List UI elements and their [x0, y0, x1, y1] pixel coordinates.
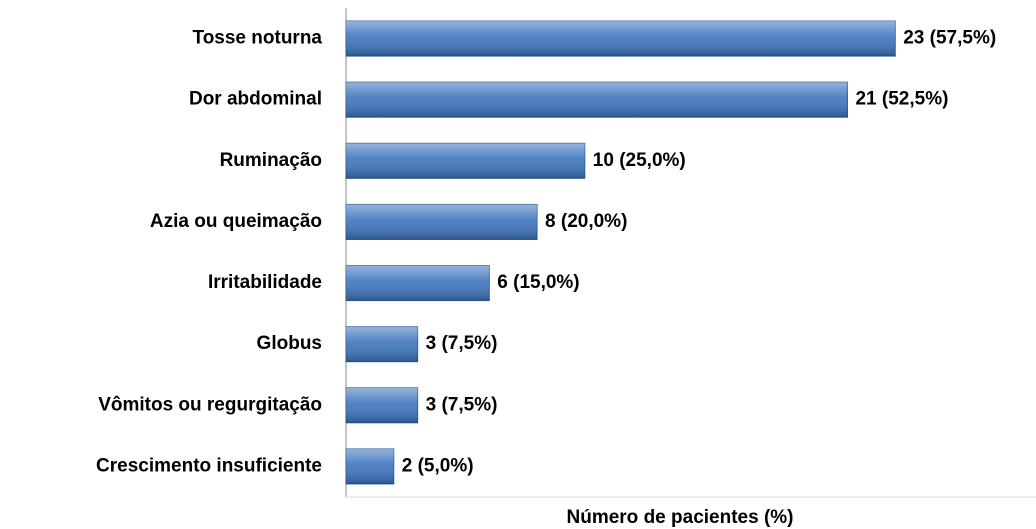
y-tick-label: Irritabilidade — [208, 272, 322, 293]
y-tick-label: Azia ou queimação — [150, 211, 322, 232]
data-label: 2 (5,0%) — [402, 455, 474, 476]
data-label: 21 (52,5%) — [855, 89, 948, 110]
y-tick-label: Tosse noturna — [193, 28, 323, 49]
y-tick-label: Vômitos ou regurgitação — [98, 394, 322, 415]
data-label: 10 (25,0%) — [593, 150, 686, 171]
y-tick-label: Ruminação — [220, 150, 322, 171]
data-label: 3 (7,5%) — [426, 333, 498, 354]
y-tick-label: Dor abdominal — [189, 89, 322, 110]
data-label: 3 (7,5%) — [426, 394, 498, 415]
bar-shine — [346, 448, 394, 484]
y-tick-label: Globus — [257, 333, 322, 354]
data-label: 8 (20,0%) — [545, 211, 627, 232]
bar-shine — [346, 265, 490, 301]
x-axis-title: Número de pacientes (%) — [567, 507, 794, 528]
bar-shine — [346, 82, 848, 118]
data-label: 6 (15,0%) — [497, 272, 579, 293]
bar-shine — [346, 387, 418, 423]
bar-shine — [346, 143, 585, 179]
bar-shine — [346, 204, 538, 240]
data-label: 23 (57,5%) — [903, 28, 996, 49]
y-tick-label: Crescimento insuficiente — [96, 455, 322, 476]
bar-shine — [346, 326, 418, 362]
bar-shine — [346, 21, 896, 57]
